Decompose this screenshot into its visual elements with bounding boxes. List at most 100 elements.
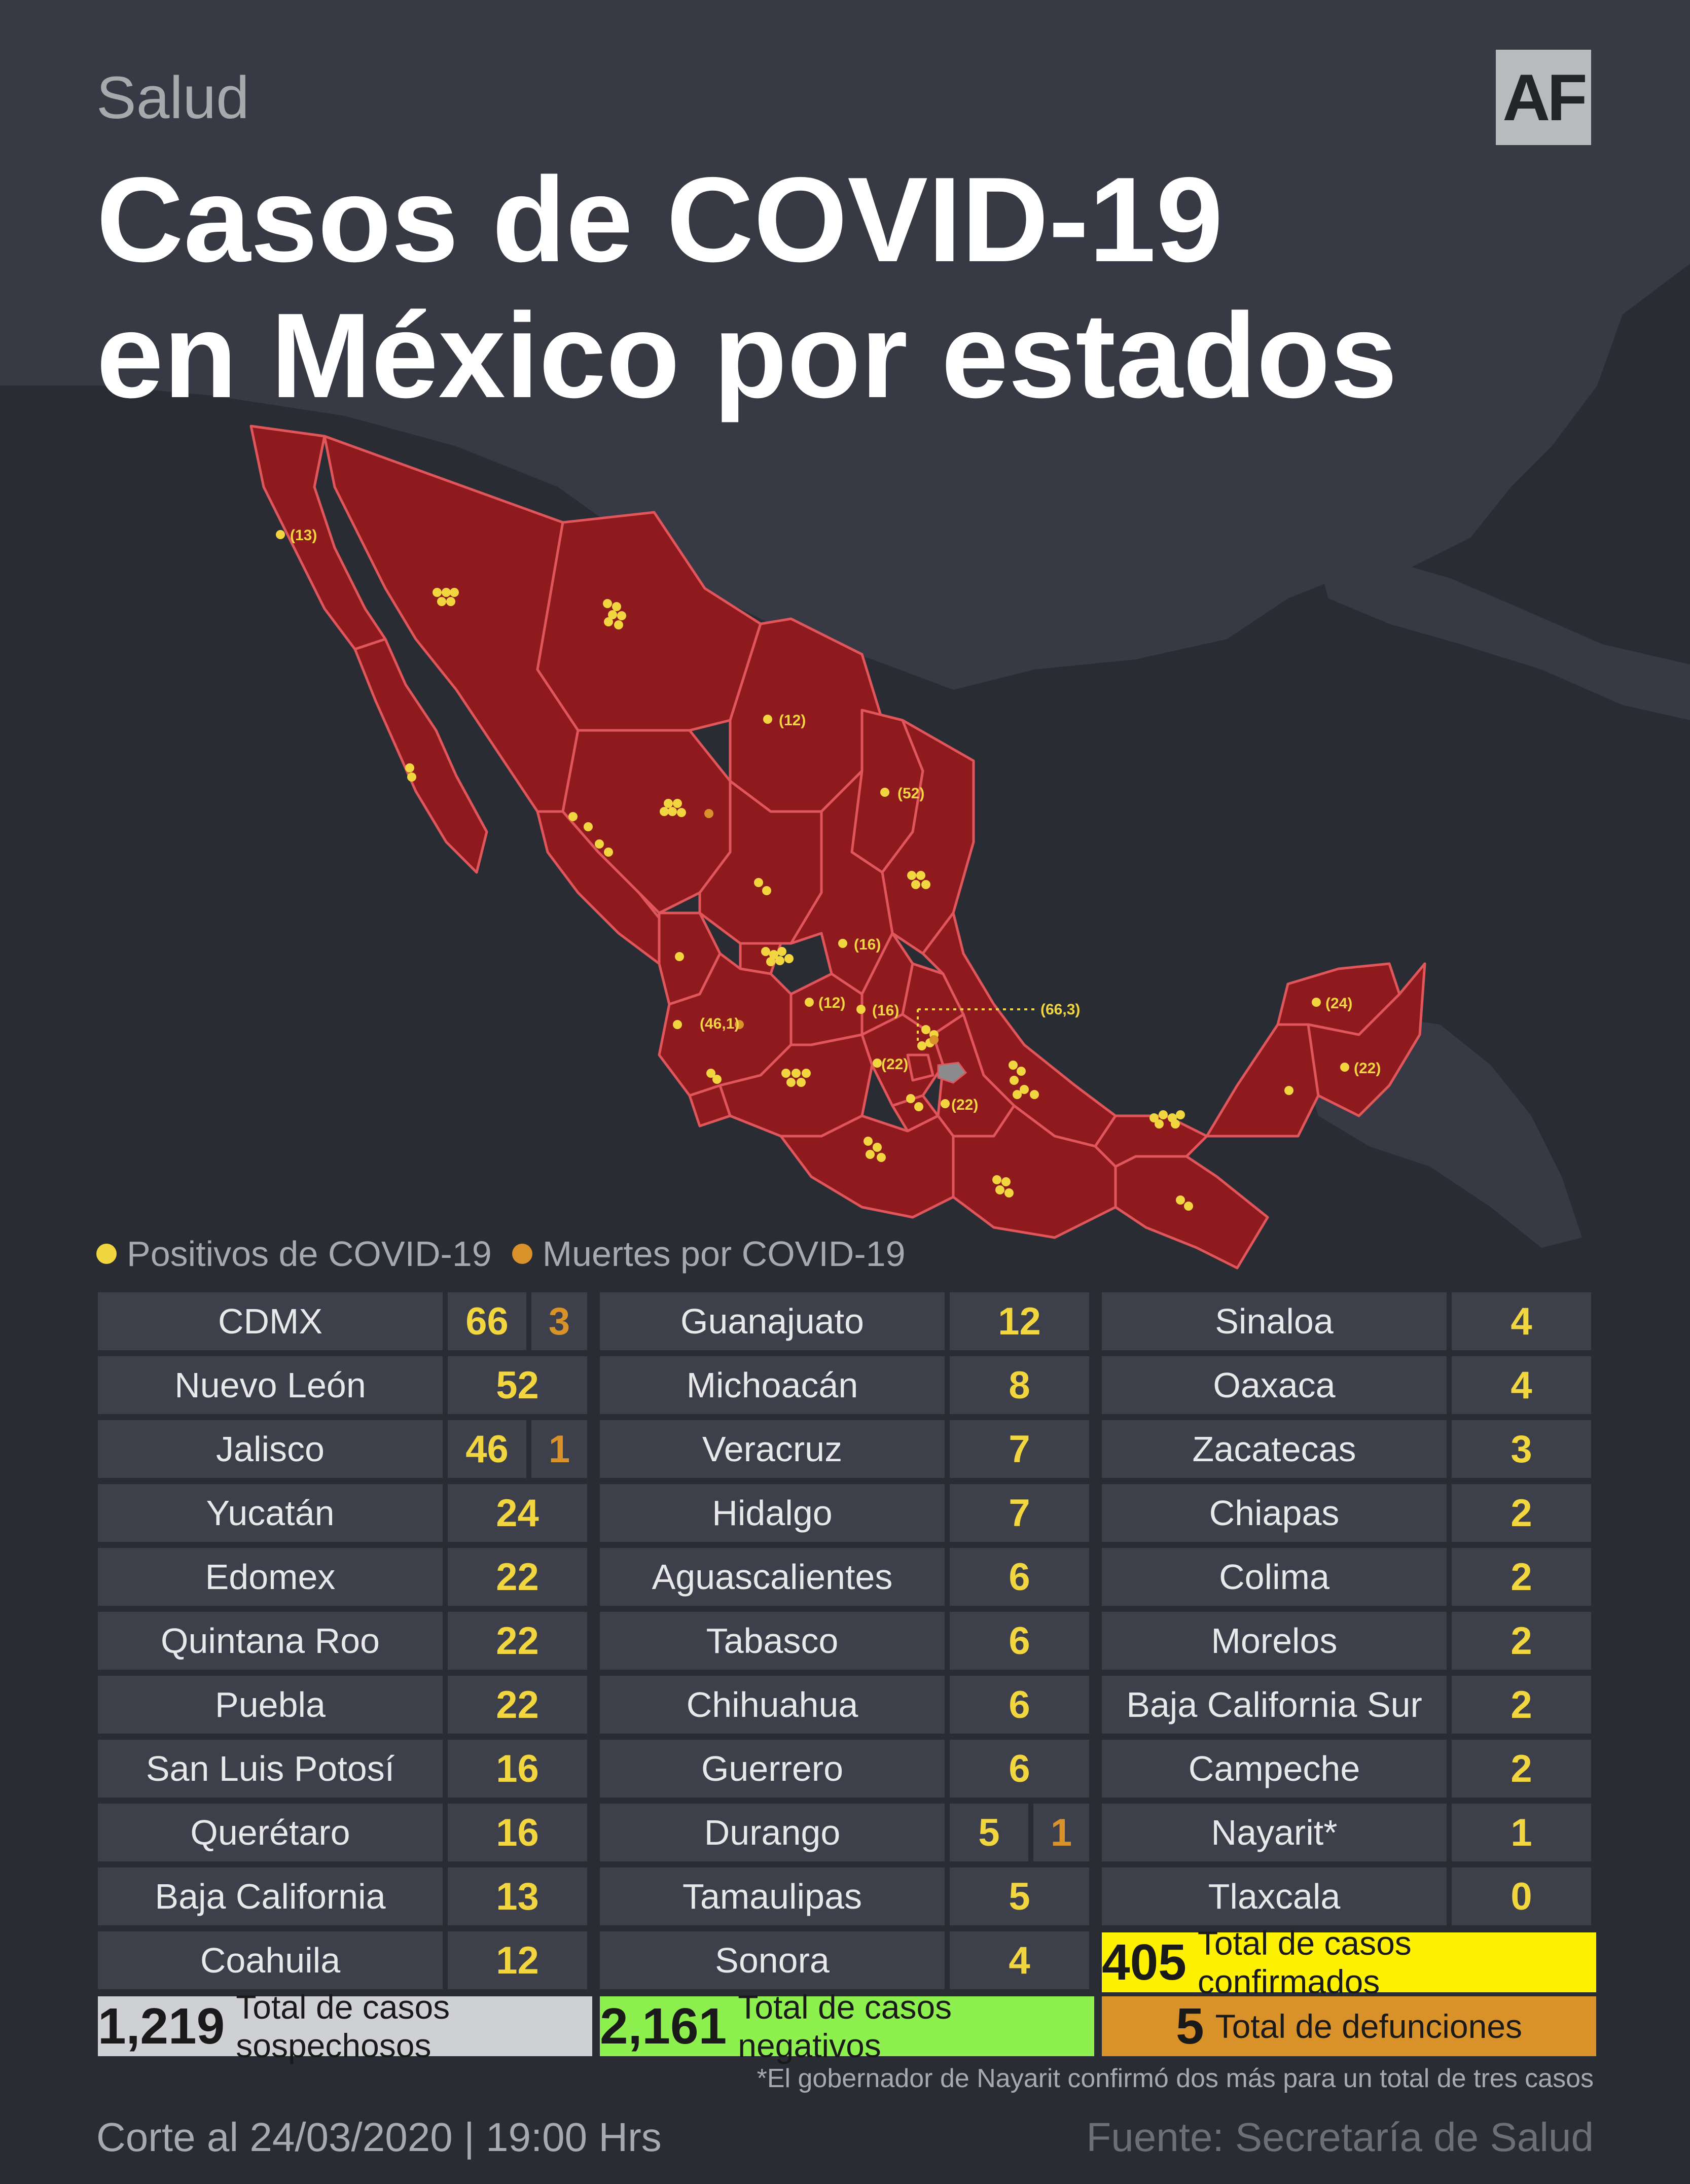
title-line-1: Casos de COVID-19 xyxy=(96,153,1224,287)
deaths-total-bar: 5 Total de defunciones xyxy=(1102,1996,1596,2056)
state-name: Tabasco xyxy=(600,1612,945,1670)
death-count: 3 xyxy=(531,1292,587,1350)
table-row: CDMX 66 3 xyxy=(98,1292,592,1350)
state-name: Oaxaca xyxy=(1102,1356,1447,1414)
cutoff-date: Corte al 24/03/2020 | 19:00 Hrs xyxy=(96,2115,662,2160)
table-row: Sonora 4 xyxy=(600,1931,1094,1989)
case-count: 4 xyxy=(1452,1356,1591,1414)
state-chihuahua xyxy=(536,511,762,742)
suspects-total-label: Total de casos sospechosos xyxy=(236,1988,450,2064)
legend: Positivos de COVID-19 Muertes por COVID-… xyxy=(96,1234,906,1274)
state-name: Aguascalientes xyxy=(600,1548,945,1606)
map-label-edomex: (22) xyxy=(881,1056,908,1073)
state-quintana-roo xyxy=(1307,962,1426,1117)
case-count: 12 xyxy=(950,1292,1089,1350)
case-count: 7 xyxy=(950,1484,1089,1542)
positive-dots xyxy=(276,530,1349,1211)
state-name: San Luis Potosí xyxy=(98,1740,443,1798)
state-name: Quintana Roo xyxy=(98,1612,443,1670)
state-name: Colima xyxy=(1102,1548,1447,1606)
table-row: Baja California Sur 2 xyxy=(1102,1676,1596,1734)
confirmed-total-label: Total de casos confirmados xyxy=(1197,1924,1412,2000)
table-row: Puebla 22 xyxy=(98,1676,592,1734)
case-count: 16 xyxy=(448,1804,587,1861)
state-name: Guerrero xyxy=(600,1740,945,1798)
table-row: Edomex 22 xyxy=(98,1548,592,1606)
case-count: 22 xyxy=(448,1676,587,1734)
map-label-nuevo-leon: (52) xyxy=(897,785,924,802)
state-name: CDMX xyxy=(98,1292,443,1350)
state-name: Puebla xyxy=(98,1676,443,1734)
case-count: 24 xyxy=(448,1484,587,1542)
case-count: 66 xyxy=(448,1292,526,1350)
case-count: 6 xyxy=(950,1612,1089,1670)
state-name: Chiapas xyxy=(1102,1484,1447,1542)
state-name: Nayarit* xyxy=(1102,1804,1447,1861)
mexico-map: (13) (12) (52) (16) (12) (16) (66,3) (46… xyxy=(249,425,1426,1270)
map-label-queretaro: (16) xyxy=(872,1002,899,1019)
state-name: Chihuahua xyxy=(600,1676,945,1734)
legend-deaths: Muertes por COVID-19 xyxy=(512,1234,906,1274)
case-count: 4 xyxy=(950,1931,1089,1989)
state-tamaulipas xyxy=(881,719,975,955)
cdmx-highlight xyxy=(937,1062,967,1084)
state-name: Baja California xyxy=(98,1868,443,1925)
case-count: 16 xyxy=(448,1740,587,1798)
negatives-total-number: 2,161 xyxy=(600,1997,727,2055)
case-count: 46 xyxy=(448,1420,526,1478)
case-count: 13 xyxy=(448,1868,587,1925)
map-label-guanajuato: (12) xyxy=(818,995,845,1011)
case-count: 52 xyxy=(448,1356,587,1414)
confirmed-total-bar: 405 Total de casos confirmados xyxy=(1102,1924,1596,2000)
state-chiapas xyxy=(1114,1155,1269,1270)
case-count: 4 xyxy=(1452,1292,1591,1350)
state-name: Edomex xyxy=(98,1548,443,1606)
table-row: Michoacán 8 xyxy=(600,1356,1094,1414)
case-count: 22 xyxy=(448,1548,587,1606)
state-name: Guanajuato xyxy=(600,1292,945,1350)
case-count: 8 xyxy=(950,1356,1089,1414)
state-name: Nuevo León xyxy=(98,1356,443,1414)
nayarit-footnote: *El gobernador de Nayarit confirmó dos m… xyxy=(757,2064,1594,2093)
table-column-2: Guanajuato 12 Michoacán 8 Veracruz 7 Hidalgo 7 A… xyxy=(600,1292,1094,1995)
negatives-total-label: Total de casos negativos xyxy=(738,1988,952,2064)
table-row: Yucatán 24 xyxy=(98,1484,592,1542)
positive-dot-icon xyxy=(96,1244,117,1264)
negatives-total-bar: 2,161 Total de casos negativos xyxy=(600,1988,1094,2064)
state-baja-california-sur xyxy=(353,638,488,874)
state-edomex xyxy=(860,1013,945,1107)
death-count: 1 xyxy=(531,1420,587,1478)
state-name: Yucatán xyxy=(98,1484,443,1542)
table-row: Zacatecas 3 xyxy=(1102,1420,1596,1478)
af-logo: AF xyxy=(1496,50,1591,145)
death-dots xyxy=(704,809,939,1044)
map-label-puebla: (22) xyxy=(951,1097,978,1113)
table-row: Tabasco 6 xyxy=(600,1612,1094,1670)
death-count: 1 xyxy=(1033,1804,1089,1861)
map-label-quintana-roo: (22) xyxy=(1354,1060,1381,1077)
map-label-jalisco: (46,1) xyxy=(700,1015,739,1032)
state-name: Michoacán xyxy=(600,1356,945,1414)
table-row: Tlaxcala 0 xyxy=(1102,1868,1596,1925)
table-row: Coahuila 12 xyxy=(98,1931,592,1989)
state-name: Tlaxcala xyxy=(1102,1868,1447,1925)
state-name: Veracruz xyxy=(600,1420,945,1478)
state-name: Baja California Sur xyxy=(1102,1676,1447,1734)
legend-deaths-label: Muertes por COVID-19 xyxy=(542,1234,906,1274)
deaths-total-number: 5 xyxy=(1175,1997,1204,2055)
table-row: Durango 5 1 xyxy=(600,1804,1094,1861)
confirmed-total-number: 405 xyxy=(1102,1933,1186,1991)
state-name: Morelos xyxy=(1102,1612,1447,1670)
suspects-total-number: 1,219 xyxy=(98,1997,225,2055)
table-row: Guerrero 6 xyxy=(600,1740,1094,1798)
table-row: Sinaloa 4 xyxy=(1102,1292,1596,1350)
state-name: Hidalgo xyxy=(600,1484,945,1542)
case-count: 5 xyxy=(950,1868,1089,1925)
map-label-baja-california: (13) xyxy=(290,527,317,544)
state-cdmx xyxy=(906,1053,934,1082)
state-name: Tamaulipas xyxy=(600,1868,945,1925)
title-line-2: en México por estados xyxy=(96,289,1397,423)
state-name: Sonora xyxy=(600,1931,945,1989)
table-row: Chihuahua 6 xyxy=(600,1676,1094,1734)
case-count: 2 xyxy=(1452,1676,1591,1734)
